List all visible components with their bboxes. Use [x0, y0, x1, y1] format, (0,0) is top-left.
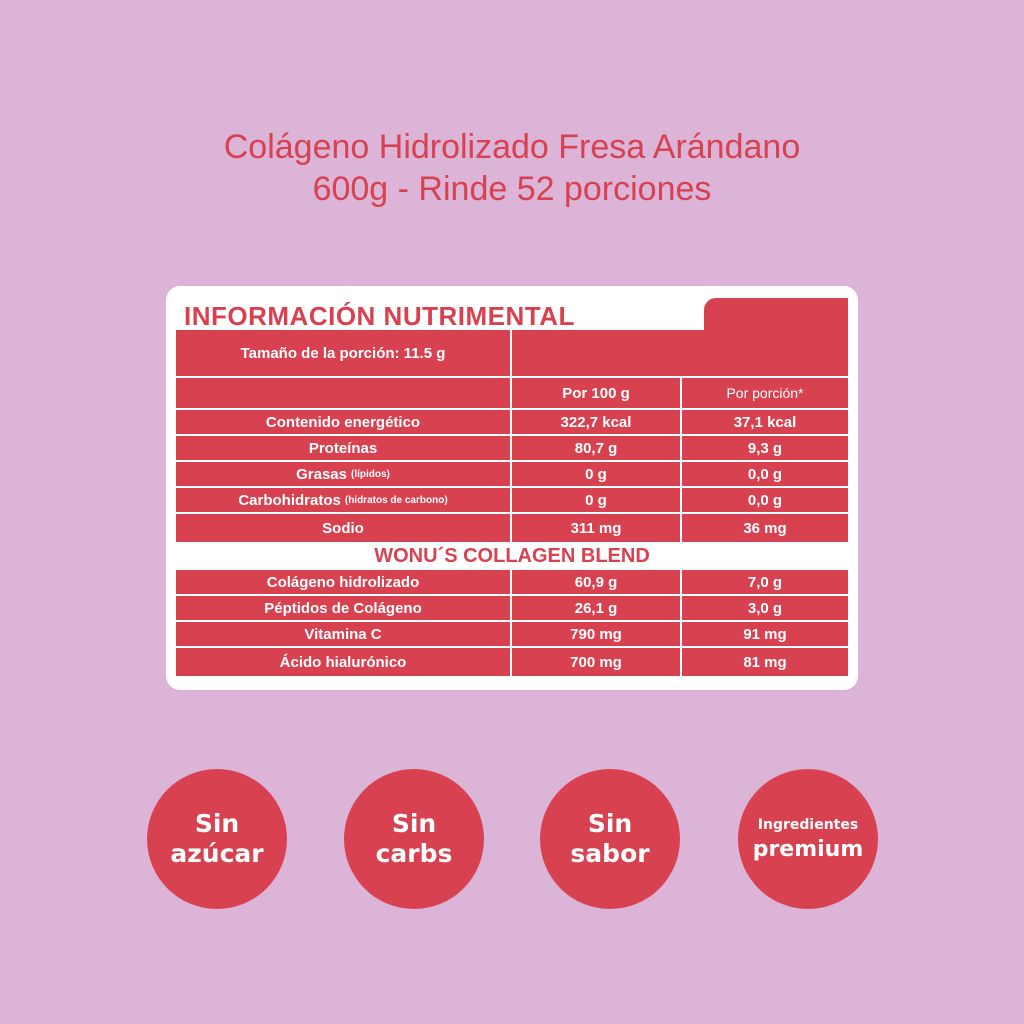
column-header-per-portion: Por porción* — [680, 378, 848, 408]
badge-ingredientes-premium: Ingredientes premium — [738, 769, 878, 909]
blend-per100: 60,9 g — [510, 570, 680, 594]
serving-blank — [510, 330, 848, 376]
badge-line-1: Ingredientes — [757, 817, 859, 833]
column-header-blank — [176, 378, 510, 408]
blend-per100: 790 mg — [510, 622, 680, 646]
blend-portion: 7,0 g — [680, 570, 848, 594]
nutrient-per100: 311 mg — [510, 514, 680, 542]
nutrient-name: Carbohidratos — [238, 491, 341, 509]
nutrition-heading: INFORMACIÓN NUTRIMENTAL — [184, 301, 575, 331]
heading-tab-decoration — [704, 298, 848, 330]
nutrient-portion: 37,1 kcal — [680, 410, 848, 434]
nutrition-table: Tamaño de la porción: 11.5 g Por 100 g P… — [176, 330, 848, 542]
nutrient-portion: 0,0 g — [680, 462, 848, 486]
badge-line-2: sabor — [570, 839, 650, 868]
blend-portion: 91 mg — [680, 622, 848, 646]
blend-name: Péptidos de Colágeno — [264, 599, 422, 617]
blend-portion: 81 mg — [680, 648, 848, 676]
table-row: Vitamina C 790 mg 91 mg — [176, 622, 848, 648]
table-row: Carbohidratos (hidratos de carbono) 0 g … — [176, 488, 848, 514]
nutrient-per100: 80,7 g — [510, 436, 680, 460]
blend-portion: 3,0 g — [680, 596, 848, 620]
badge-line-1: Sin — [587, 809, 633, 838]
table-row: Grasas (lípidos) 0 g 0,0 g — [176, 462, 848, 488]
table-row: Proteínas 80,7 g 9,3 g — [176, 436, 848, 462]
blend-table: Colágeno hidrolizado 60,9 g 7,0 g Péptid… — [176, 570, 848, 676]
product-title: Colágeno Hidrolizado Fresa Arándano 600g… — [0, 126, 1024, 210]
table-row: Colágeno hidrolizado 60,9 g 7,0 g — [176, 570, 848, 596]
nutrient-per100: 0 g — [510, 462, 680, 486]
badge-line-2: premium — [752, 837, 864, 862]
badge-sin-sabor: Sin sabor — [540, 769, 680, 909]
product-title-line-1: Colágeno Hidrolizado Fresa Arándano — [223, 128, 801, 166]
badge-sin-azucar: Sin azúcar — [147, 769, 287, 909]
nutrient-name: Contenido energético — [265, 413, 421, 431]
serving-size: Tamaño de la porción: 11.5 g — [240, 344, 446, 362]
nutrient-name: Proteínas — [308, 439, 378, 457]
table-row: Ácido hialurónico 700 mg 81 mg — [176, 648, 848, 676]
nutrient-name: Grasas — [296, 465, 347, 483]
nutrient-subname: (lípidos) — [350, 468, 390, 480]
nutrient-name-cell: Grasas (lípidos) — [176, 462, 510, 486]
column-header-per100: Por 100 g — [510, 378, 680, 408]
blend-name: Vitamina C — [304, 625, 382, 643]
badge-line-2: azúcar — [170, 839, 264, 868]
nutrient-subname: (hidratos de carbono) — [344, 494, 448, 506]
blend-per100: 700 mg — [510, 648, 680, 676]
badge-sin-carbs: Sin carbs — [344, 769, 484, 909]
blend-per100: 26,1 g — [510, 596, 680, 620]
nutrient-name-cell: Carbohidratos (hidratos de carbono) — [176, 488, 510, 512]
nutrient-per100: 322,7 kcal — [510, 410, 680, 434]
serving-row: Tamaño de la porción: 11.5 g — [176, 330, 848, 378]
badge-line-2: carbs — [375, 839, 453, 868]
table-row: Sodio 311 mg 36 mg — [176, 514, 848, 542]
blend-name: Colágeno hidrolizado — [266, 573, 420, 591]
table-row: Contenido energético 322,7 kcal 37,1 kca… — [176, 410, 848, 436]
blend-heading: WONU´S COLLAGEN BLEND — [374, 545, 650, 567]
nutrient-portion: 0,0 g — [680, 488, 848, 512]
product-title-line-2: 600g - Rinde 52 porciones — [312, 170, 712, 208]
blend-name: Ácido hialurónico — [279, 653, 407, 671]
nutrient-portion: 9,3 g — [680, 436, 848, 460]
table-row: Péptidos de Colágeno 26,1 g 3,0 g — [176, 596, 848, 622]
nutrient-portion: 36 mg — [680, 514, 848, 542]
badge-line-1: Sin — [194, 809, 240, 838]
nutrient-name: Sodio — [322, 519, 364, 537]
column-header-row: Por 100 g Por porción* — [176, 378, 848, 410]
badge-line-1: Sin — [391, 809, 437, 838]
nutrition-card: INFORMACIÓN NUTRIMENTAL Tamaño de la por… — [166, 286, 858, 690]
nutrient-per100: 0 g — [510, 488, 680, 512]
